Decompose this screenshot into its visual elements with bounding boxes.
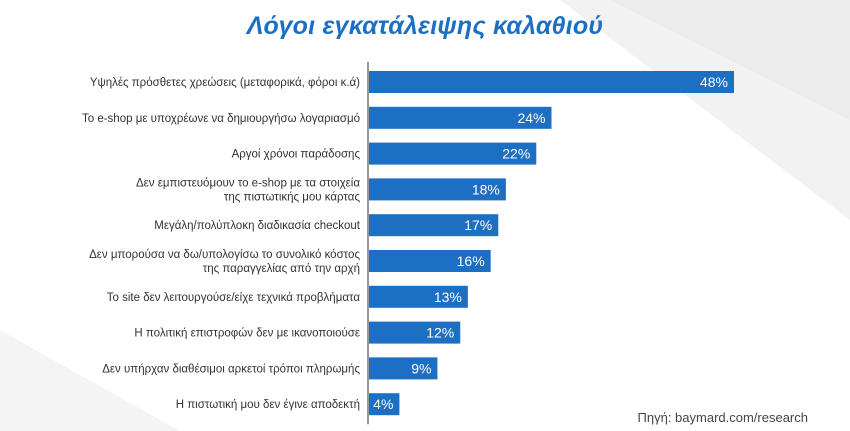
bar	[369, 285, 468, 308]
bar-value-label: 17%	[464, 217, 492, 233]
bar	[369, 142, 537, 165]
category-label: Δεν μπορούσα να δω/υπολογίσω το συνολικό…	[89, 249, 360, 275]
chart-title: Λόγοι εγκατάλειψης καλαθιού	[246, 12, 604, 40]
bar-value-label: 22%	[502, 146, 530, 162]
bar-value-label: 9%	[411, 360, 431, 376]
category-label: Η πολιτική επιστροφών δεν με ικανοποιούσ…	[134, 328, 360, 340]
category-label: Το site δεν λειτουργούσε/είχε τεχνικά πρ…	[107, 292, 361, 304]
bar-value-label: 48%	[700, 74, 728, 90]
source-note: Πηγή: baymard.com/research	[637, 410, 808, 425]
bar-value-label: 18%	[472, 181, 500, 197]
category-label: Δεν εμπιστευόμουν το e-shop με τα στοιχε…	[136, 177, 360, 203]
bar	[369, 250, 491, 272]
category-label: Αργοί χρόνοι παράδοσης	[232, 149, 361, 161]
bar-value-label: 12%	[426, 325, 454, 341]
bar-value-label: 24%	[517, 110, 545, 126]
category-label: Η πιστωτική μου δεν έγινε αποδεκτή	[176, 399, 360, 411]
bar-value-label: 13%	[434, 289, 462, 305]
category-label: Το e-shop με υποχρέωνε να δημιουργήσω λο…	[82, 113, 360, 125]
bar	[369, 357, 438, 380]
category-label: Δεν υπήρχαν διαθέσιμοι αρκετοί τρόποι πλ…	[102, 363, 360, 375]
category-label: Υψηλές πρόσθετες χρεώσεις (μεταφορικά, φ…	[90, 77, 360, 89]
bar	[369, 106, 552, 129]
bar	[369, 178, 506, 201]
bar	[369, 71, 734, 93]
category-label: Μεγάλη/πολύπλοκη διαδικασία checkout	[154, 220, 361, 232]
bar	[369, 321, 461, 344]
bar-value-label: 4%	[373, 396, 393, 412]
bar	[369, 214, 499, 237]
bar-value-label: 16%	[457, 253, 485, 269]
bar	[369, 393, 400, 416]
